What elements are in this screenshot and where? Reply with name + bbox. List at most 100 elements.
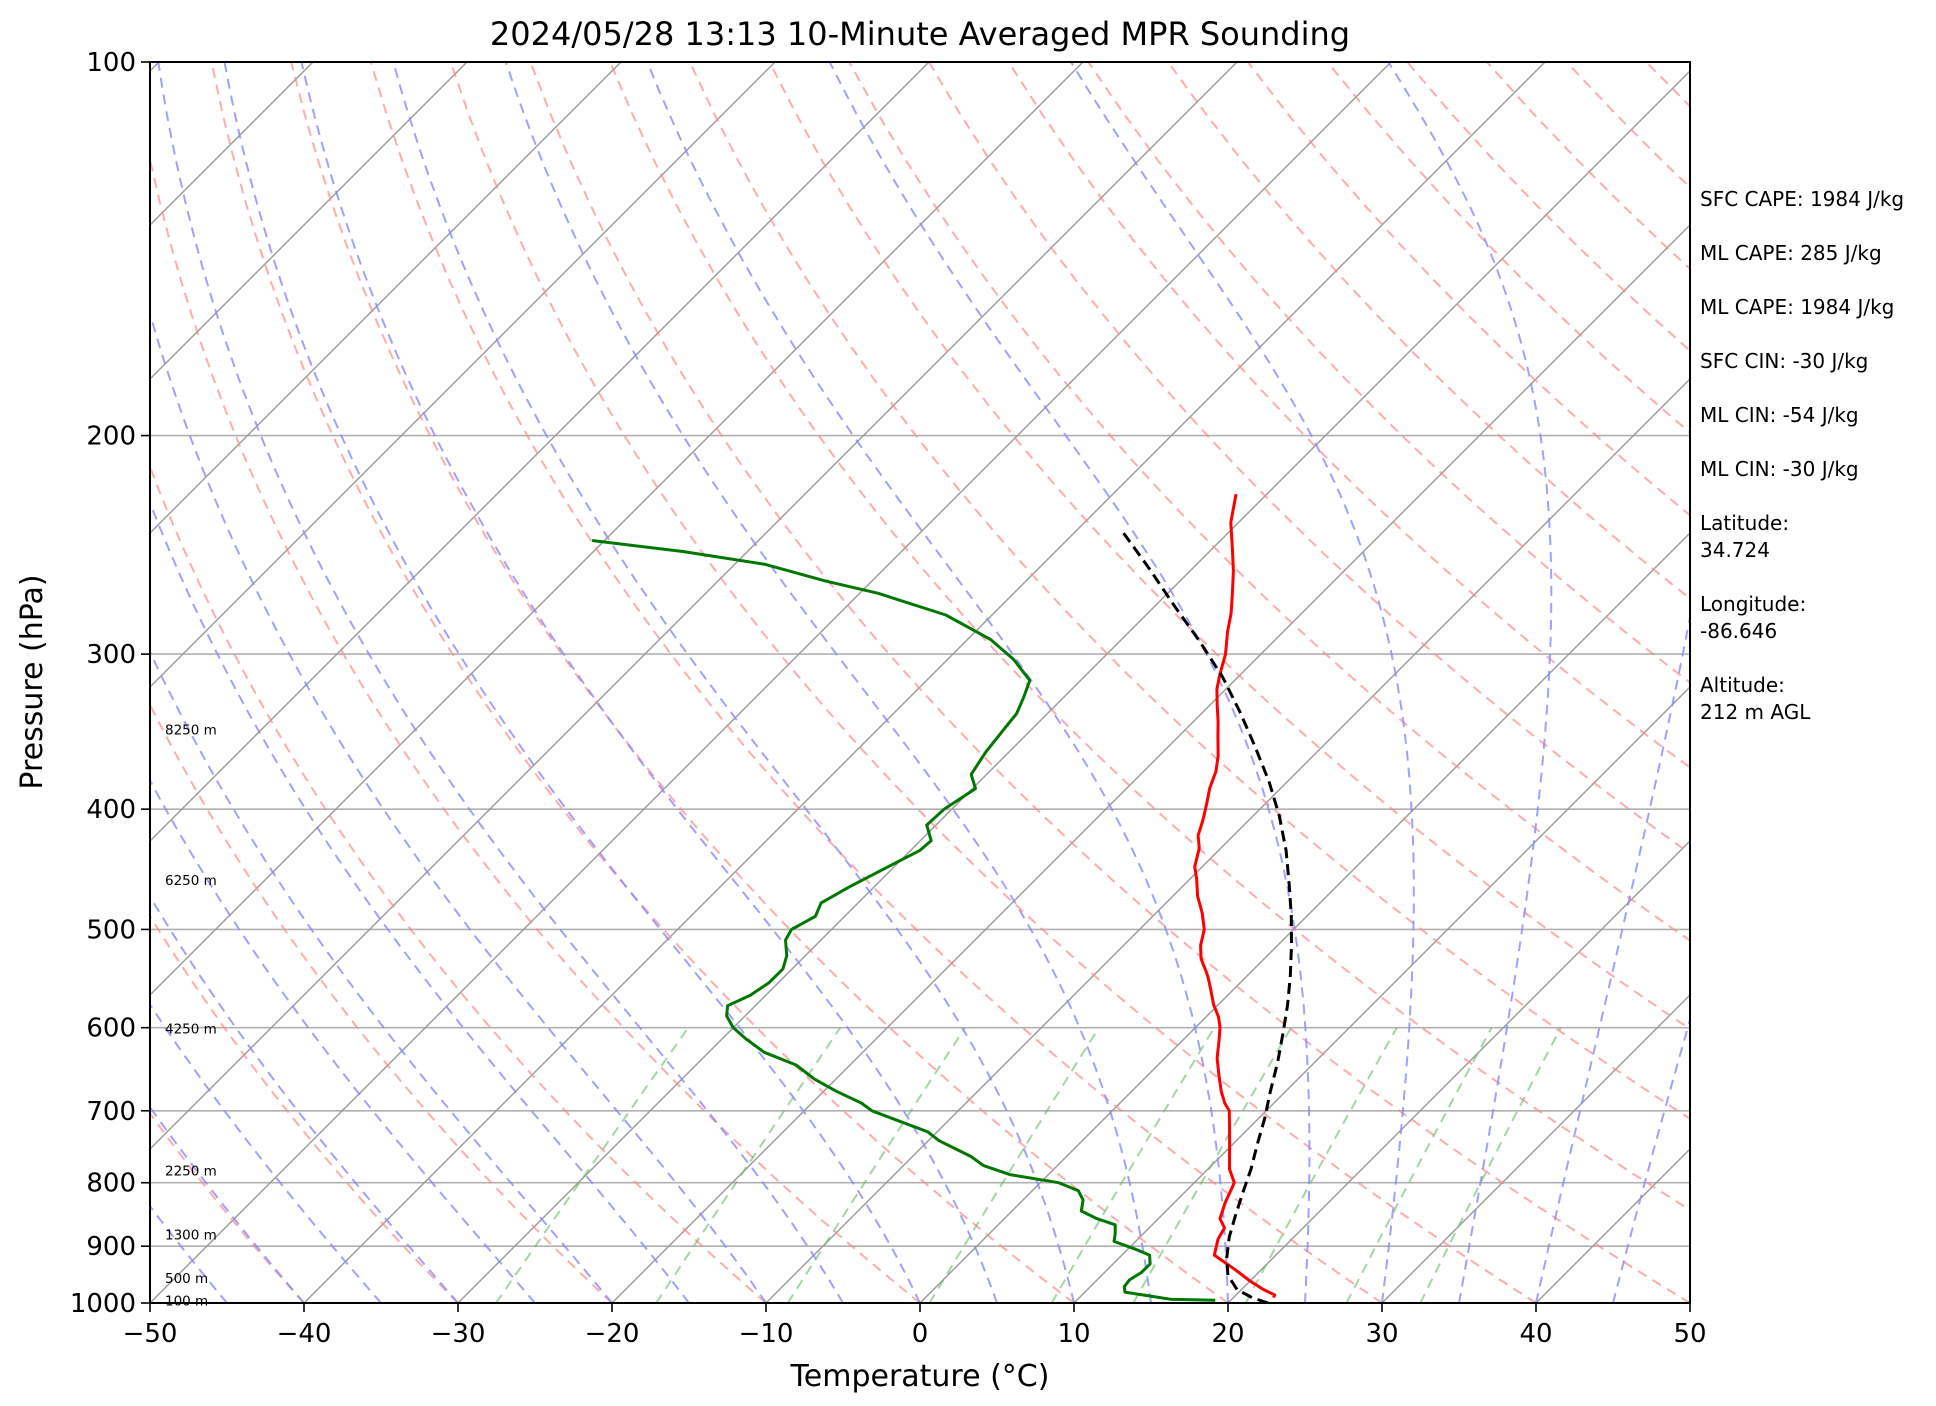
mixing-ratio-line [495,1027,690,1303]
temperature-line [1193,493,1277,1299]
isotherm-line [150,62,622,534]
isotherm-line [1381,994,1690,1303]
moist-adiabat-line [1535,611,1690,1303]
x-tick-label: 20 [1211,1319,1244,1349]
height-label: 500 m [165,1271,208,1287]
sounding-info-panel: SFC CAPE: 1984 J/kg ML CAPE: 285 J/kg ML C… [1700,186,1930,753]
isotherm-line [150,62,776,688]
isotherm-line [765,378,1690,1303]
isotherm-line [0,62,5,1303]
isotherm-line [150,62,1084,996]
isotherm-line [150,62,930,842]
data-series [591,493,1293,1303]
info-item: SFC CAPE: 1984 J/kg [1700,187,1905,211]
mixing-ratio-line [1132,1027,1293,1303]
x-tick-label: 30 [1365,1319,1398,1349]
isotherm-line [1227,840,1690,1303]
dewpoint-line [591,539,1216,1302]
height-label: 100 m [165,1293,208,1309]
dry-adiabat-line [529,62,1690,1303]
moist-adiabat-line [150,499,690,1303]
isotherm-line [1073,686,1690,1303]
mixing-ratio-line [786,1027,966,1303]
isotherm-line [919,532,1690,1303]
dry-adiabat-line [1087,62,1690,684]
moist-adiabat-line [828,62,1311,1303]
dry-adiabat-line [210,62,1075,1303]
plot-frame [149,61,1691,1304]
isotherm-line [611,224,1690,1303]
y-tick-label: 900 [86,1232,136,1262]
x-tick-label: 0 [912,1319,929,1349]
x-axis-ticks: −50 −40 −30 −20 −10 0 10 20 30 40 50 [123,1303,1707,1349]
isotherm-line [303,62,1546,1303]
dry-adiabat-line [150,914,459,1303]
info-item: ML CIN: -30 J/kg [1700,457,1859,481]
isotherm-line [150,62,1392,1303]
moist-adiabat-line [150,1002,382,1303]
x-tick-label: −30 [431,1319,486,1349]
info-item: Latitude: 34.724 [1700,511,1790,562]
moist-adiabat-line [1387,62,1553,1303]
y-tick-label: 100 [86,48,136,78]
height-label: 1300 m [165,1228,217,1244]
x-tick-label: 10 [1057,1319,1090,1349]
y-axis-label: Pressure (hPa) [15,574,50,789]
y-tick-label: 700 [86,1097,136,1127]
mixing-ratio-line [655,1027,842,1303]
x-tick-label: 50 [1673,1319,1706,1349]
height-label: 2250 m [165,1163,217,1179]
isotherm-line [457,70,1690,1303]
dry-adiabat-line [150,464,767,1303]
y-tick-label: 1000 [70,1289,136,1319]
x-tick-label: −50 [123,1319,178,1349]
y-tick-label: 800 [86,1169,136,1199]
moist-adiabat-line [504,62,1152,1303]
x-tick-label: −40 [277,1319,332,1349]
height-labels: 8250 m 6250 m 4250 m 2250 m 1300 m 500 m 100 m [165,722,217,1309]
mixing-ratio-line [1345,1027,1493,1303]
x-tick-label: 40 [1519,1319,1552,1349]
dry-adiabat-line [449,62,1537,1303]
mixing-ratio-line [1050,1027,1216,1303]
y-tick-label: 500 [86,915,136,945]
y-tick-label: 200 [86,422,136,452]
moist-adiabat-line [392,62,1075,1303]
x-tick-label: −20 [585,1319,640,1349]
height-label: 4250 m [165,1022,217,1038]
isotherm-line [150,62,468,380]
y-tick-label: 300 [86,640,136,670]
height-label: 6250 m [165,873,217,889]
x-axis-label: Temperature (°C) [790,1359,1050,1394]
dry-adiabat-line [150,702,613,1303]
mixing-ratio-line [928,1027,1100,1303]
background-lines [0,62,1690,1303]
info-item: ML CAPE: 285 J/kg [1700,241,1882,265]
dry-adiabat-line [609,62,1690,1212]
moist-adiabat-line [646,62,1229,1303]
moist-adiabat-line [223,62,921,1303]
moist-adiabat-line [1612,1015,1690,1303]
chart-title: 2024/05/28 13:13 10-Minute Averaged MPR … [490,15,1350,53]
moist-adiabat-line [150,310,767,1303]
info-item: ML CIN: -54 J/kg [1700,403,1859,427]
dry-adiabat-line [150,154,921,1303]
info-item: SFC CIN: -30 J/kg [1700,349,1869,373]
mixing-ratio-line [1244,1027,1398,1303]
moist-adiabat-line [300,62,998,1303]
x-tick-label: −10 [739,1319,794,1349]
y-tick-label: 600 [86,1014,136,1044]
mixing-ratio-line [1419,1027,1562,1303]
moist-adiabat-line [150,894,459,1303]
info-item: ML CAPE: 1984 J/kg [1700,295,1895,319]
info-item: Altitude: 212 m AGL [1700,673,1811,724]
dry-adiabat-line [928,62,1690,855]
moist-adiabat-line [150,649,613,1303]
y-tick-label: 400 [86,795,136,825]
moist-adiabat-line [150,778,536,1303]
y-axis-ticks: 100 200 300 400 500 600 700 800 900 1000 [70,48,150,1319]
height-label: 8250 m [165,722,217,738]
dry-adiabat-line [768,62,1690,1031]
info-item: Longitude: -86.646 [1700,592,1807,643]
